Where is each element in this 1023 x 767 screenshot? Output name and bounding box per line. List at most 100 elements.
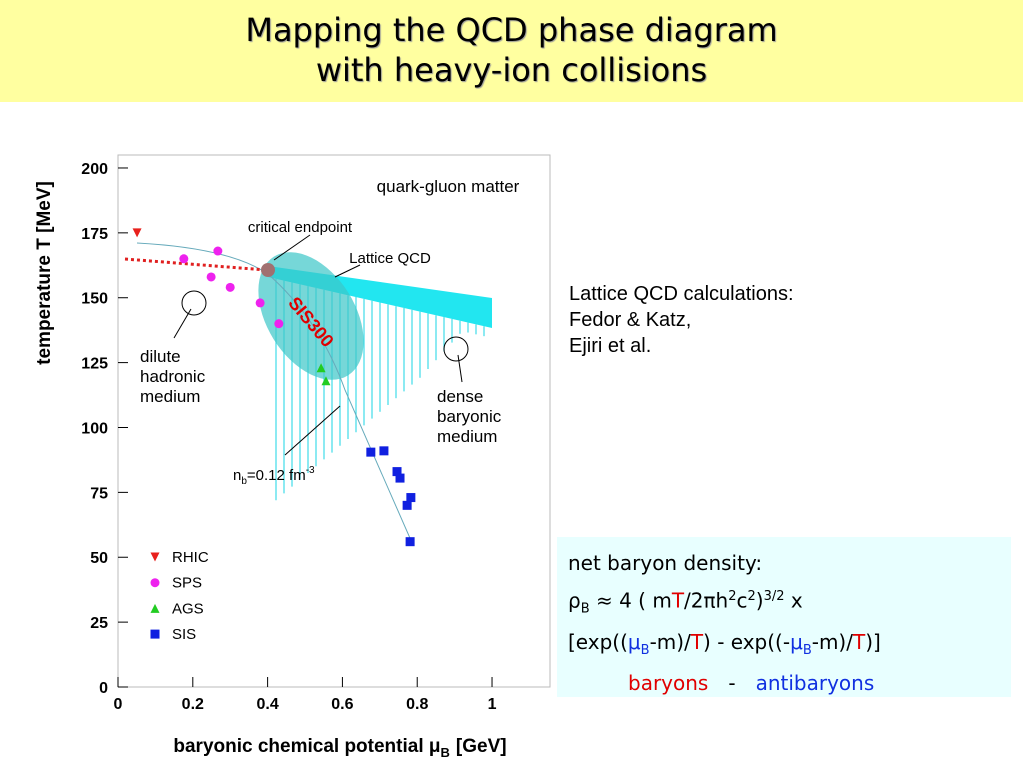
formula-part: [exp(( (568, 629, 628, 654)
formula-line: [exp((μB-m)/T) - exp((-μB-m)/T)] (568, 626, 1011, 667)
arrow (273, 234, 311, 261)
sis300-region (258, 252, 364, 380)
point (213, 246, 223, 256)
formula-line: ρB ≈ 4 ( mT/2πh2c2)3/2 x (568, 580, 1011, 626)
y-tick-label: 175 (81, 226, 108, 243)
region-marker (181, 290, 207, 316)
point (392, 467, 402, 477)
formula-part: )] (865, 629, 881, 654)
legend-marker (150, 578, 160, 588)
first-order-line (124, 257, 267, 272)
legend-label: SIS (172, 626, 196, 643)
x-tick-label: 1 (488, 696, 497, 713)
y-tick-label: 0 (99, 680, 108, 697)
annotation: Lattice QCD (349, 250, 431, 267)
title-line: Mapping the QCD phase diagram (245, 11, 778, 49)
arrow (457, 354, 463, 383)
formula-box: net baryon density: ρB ≈ 4 ( mT/2πh2c2)3… (557, 537, 1011, 697)
formula-part: antibaryons (755, 670, 875, 695)
legend-label: AGS (172, 600, 204, 617)
formula-part: ≈ 4 ( m (589, 588, 672, 613)
formula-part: baryons (628, 670, 709, 695)
point (406, 493, 416, 503)
annotation: dilute (140, 347, 181, 366)
y-tick-label: 100 (81, 420, 108, 437)
legend-marker (150, 629, 160, 639)
annotation: medium (140, 387, 200, 406)
point (255, 298, 265, 308)
formula-part: ) (755, 588, 764, 613)
annotation-part: n (233, 467, 241, 484)
legend-marker (150, 603, 160, 613)
point (206, 272, 216, 282)
y-axis-label: temperature T [MeV] (34, 181, 55, 365)
note-line: Lattice QCD calculations: (569, 283, 794, 305)
annotation: nb=0.12 fm-3 (233, 465, 315, 487)
critical-endpoint (261, 263, 275, 277)
point (179, 254, 189, 264)
formula-part: x (784, 588, 803, 613)
y-tick-label: 25 (90, 615, 108, 632)
x-tick-label: 0 (114, 696, 123, 713)
formula-part: ) - exp((- (703, 629, 791, 654)
y-tick-label: 50 (90, 550, 108, 567)
formula-part: B (640, 642, 650, 658)
formula-part: - (728, 670, 736, 695)
annotation: baryonic (437, 407, 502, 426)
x-tick-label: 0.6 (331, 696, 353, 713)
annotation: critical endpoint (248, 219, 353, 236)
formula-part: 3/2 (763, 589, 785, 604)
formula-heading: net baryon density: (568, 551, 763, 575)
formula-part: /2πh (684, 588, 729, 613)
point (132, 228, 142, 238)
point (379, 446, 389, 456)
formula-line: baryons - antibaryons (568, 667, 1011, 700)
title-band: Mapping the QCD phase diagram with heavy… (0, 0, 1023, 102)
annotation: quark-gluon matter (377, 177, 520, 196)
x-axis-label-part: baryonic chemical potential μ (173, 736, 440, 757)
decorations (124, 234, 492, 546)
note-line: Fedor & Katz, (569, 309, 692, 331)
title-line: with heavy-ion collisions (315, 51, 708, 89)
formula-part: T (852, 629, 866, 654)
point (321, 376, 331, 386)
point (316, 363, 326, 373)
point (405, 537, 415, 547)
note-line: Ejiri et al. (569, 335, 652, 357)
formula-part: T (690, 629, 704, 654)
x-tick-label: 0.2 (182, 696, 204, 713)
formula-part: c (736, 588, 748, 613)
y-tick-label: 150 (81, 291, 108, 308)
point (395, 473, 405, 483)
x-axis-label-part: B (441, 745, 450, 760)
x-axis-label: baryonic chemical potential μB [GeV] (173, 736, 506, 760)
side-note: Lattice QCD calculations: Fedor & Katz, … (569, 281, 794, 359)
y-tick-label: 125 (81, 356, 108, 373)
arrow (173, 308, 192, 339)
y-tick-label: 75 (90, 485, 108, 502)
formula-part: -m)/ (811, 629, 853, 654)
point (225, 282, 235, 292)
annotation-part: -3 (306, 465, 315, 476)
annotation: dense (437, 387, 483, 406)
legend-label: RHIC (172, 549, 209, 566)
formula-part: μ (790, 629, 803, 654)
region-marker (443, 336, 469, 362)
point (402, 500, 412, 510)
annotation-part: =0.12 fm (247, 467, 306, 484)
x-tick-label: 0.4 (256, 696, 278, 713)
x-tick-label: 0.8 (406, 696, 428, 713)
annotation: medium (437, 427, 497, 446)
plot-frame (117, 154, 551, 688)
arrow (334, 264, 361, 278)
point (274, 319, 284, 329)
point (366, 447, 376, 457)
legend-label: SPS (172, 575, 202, 592)
formula-part: 2 (728, 589, 737, 604)
y-tick-label: 200 (81, 161, 108, 178)
arrow (284, 405, 341, 456)
x-axis-label-part: [GeV] (456, 736, 507, 757)
formula-part: T (671, 588, 685, 613)
